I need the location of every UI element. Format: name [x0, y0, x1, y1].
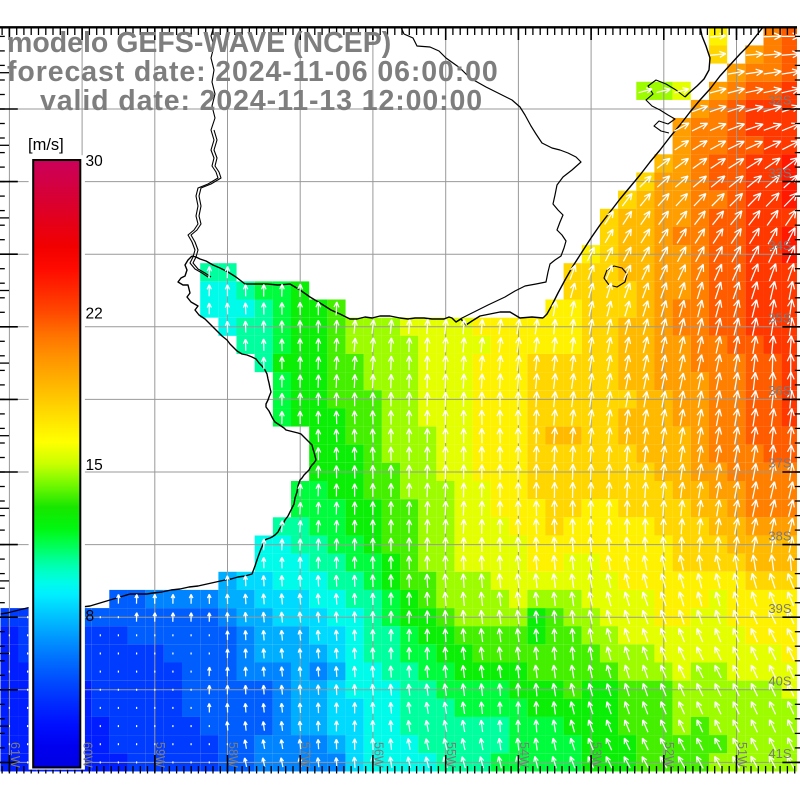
- svg-text:58W: 58W: [226, 742, 240, 768]
- svg-text:52W: 52W: [662, 742, 676, 768]
- svg-text:34S: 34S: [768, 238, 791, 253]
- svg-text:59W: 59W: [153, 742, 167, 768]
- svg-text:22: 22: [86, 306, 103, 323]
- svg-text:modelo GEFS-WAVE (NCEP): modelo GEFS-WAVE (NCEP): [7, 27, 391, 59]
- svg-text:33S: 33S: [768, 165, 791, 180]
- svg-text:60W: 60W: [81, 742, 95, 768]
- svg-text:41S: 41S: [768, 746, 791, 761]
- svg-text:61W: 61W: [8, 742, 22, 768]
- svg-text:37S: 37S: [768, 456, 791, 471]
- svg-text:40S: 40S: [768, 674, 791, 689]
- svg-text:15: 15: [86, 457, 103, 474]
- svg-text:57W: 57W: [299, 742, 313, 768]
- svg-text:56W: 56W: [371, 742, 385, 768]
- svg-text:36S: 36S: [768, 383, 791, 398]
- svg-text:38S: 38S: [768, 528, 791, 543]
- svg-text:valid date: 2024-11-13 12:00:0: valid date: 2024-11-13 12:00:00: [40, 85, 483, 117]
- svg-text:[m/s]: [m/s]: [28, 136, 64, 154]
- svg-text:forecast date: 2024-11-06 06:0: forecast date: 2024-11-06 06:00:00: [7, 56, 499, 88]
- svg-text:30: 30: [86, 153, 104, 170]
- svg-text:32S: 32S: [768, 93, 791, 108]
- svg-text:35S: 35S: [768, 311, 791, 326]
- svg-text:51W: 51W: [735, 742, 749, 768]
- svg-text:39S: 39S: [768, 601, 791, 616]
- svg-text:8: 8: [86, 608, 95, 625]
- svg-text:53W: 53W: [590, 742, 604, 768]
- svg-text:54W: 54W: [517, 742, 531, 768]
- svg-text:55W: 55W: [444, 742, 458, 768]
